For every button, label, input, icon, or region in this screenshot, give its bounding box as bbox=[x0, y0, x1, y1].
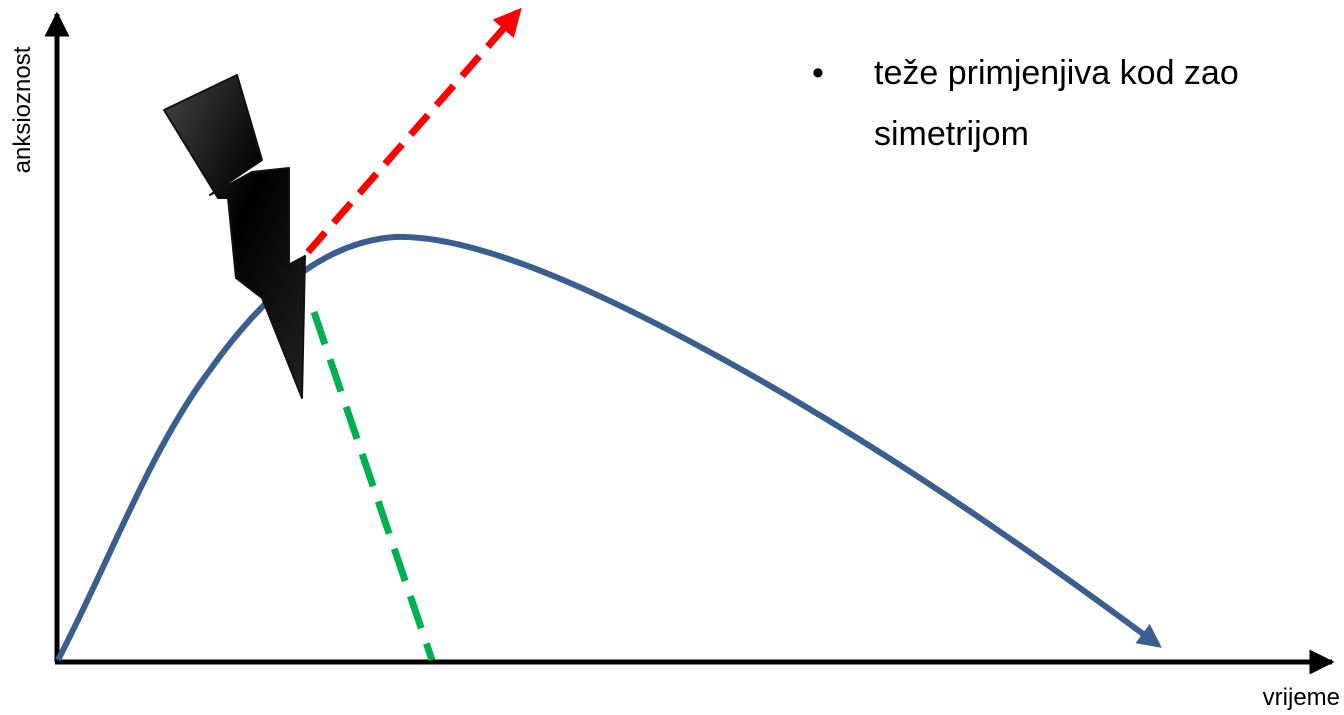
y-axis-label: anksioznost bbox=[9, 46, 36, 173]
bullet-symbol: • bbox=[812, 54, 824, 92]
anxiety-curve bbox=[55, 233, 1162, 662]
anxiety-drop-line bbox=[310, 310, 436, 662]
escalation-arrow bbox=[305, 7, 522, 255]
x-axis-label: vrijeme bbox=[1263, 684, 1340, 711]
lightning-bolt-icon bbox=[163, 74, 306, 399]
bullet-text-line-2: simetrijom bbox=[874, 115, 1029, 153]
bullet-text-line-1: teže primjenjiva kod zao bbox=[874, 54, 1239, 92]
